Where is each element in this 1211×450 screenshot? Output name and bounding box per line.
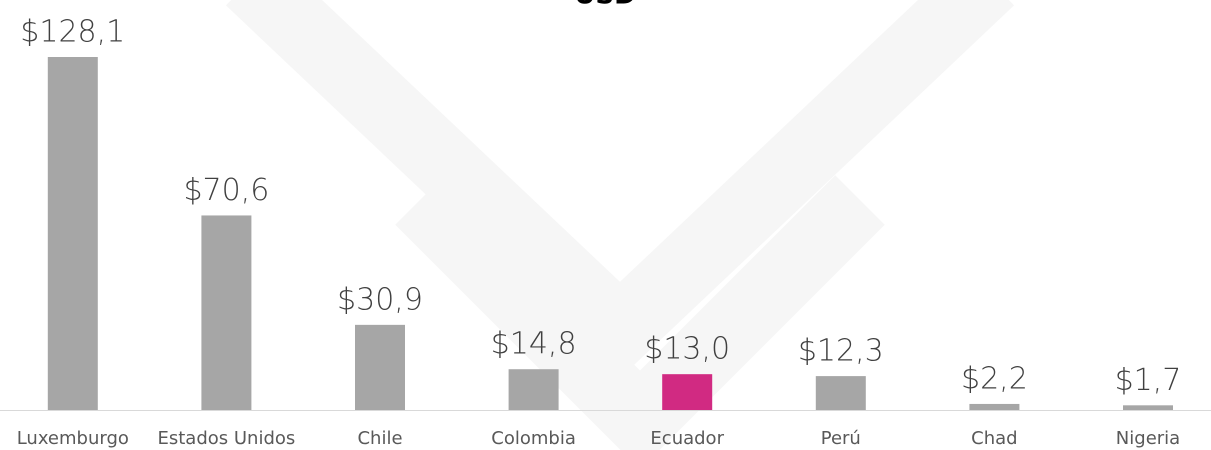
value-label: $70,6	[183, 173, 269, 208]
x-tick-label: Nigeria	[1116, 428, 1180, 449]
bar	[662, 374, 713, 410]
watermark	[225, 0, 1015, 450]
bar	[201, 215, 252, 410]
x-tick-label: Ecuador	[650, 428, 724, 449]
value-label: $1,7	[1115, 363, 1182, 398]
value-label: $12,3	[798, 334, 884, 369]
x-tick-label: Chad	[971, 428, 1017, 449]
x-tick-label: Luxemburgo	[17, 428, 129, 449]
x-tick-label: Perú	[821, 428, 861, 449]
bar	[815, 376, 866, 410]
value-label: $13,0	[644, 332, 730, 367]
value-label: $14,8	[491, 327, 577, 362]
value-label: $128,1	[20, 15, 125, 50]
x-tick-label: Chile	[357, 428, 402, 449]
bar	[969, 403, 1020, 410]
value-label: $30,9	[337, 282, 423, 317]
bar	[355, 324, 405, 410]
watermark-shape	[225, 0, 1015, 379]
x-tick-label: Estados Unidos	[158, 428, 296, 449]
bar	[1123, 405, 1173, 410]
bar	[508, 369, 559, 410]
chart-title: USD	[574, 0, 635, 11]
value-label: $2,2	[961, 361, 1028, 396]
x-tick-label: Colombia	[491, 428, 576, 449]
watermark-shape	[395, 175, 885, 450]
bar	[47, 57, 98, 410]
